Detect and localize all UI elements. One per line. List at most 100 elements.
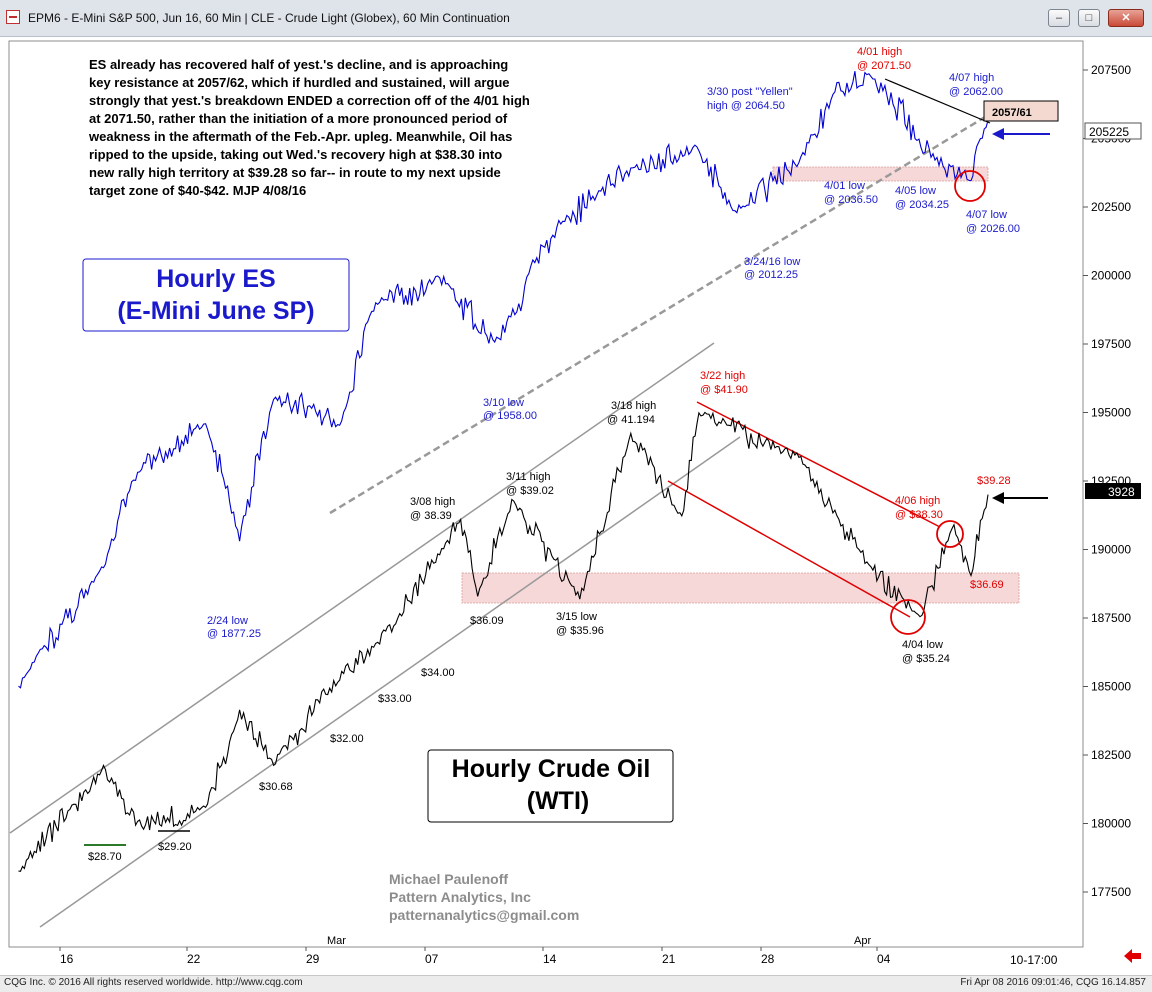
oil-ann-36-69: $36.69 <box>970 579 1004 591</box>
es-resistance-line <box>884 78 991 124</box>
oil-ann-311-high-2: @ $39.02 <box>506 485 554 497</box>
y-tick-label: 190000 <box>1091 543 1131 557</box>
commentary-line: ES already has recovered half of yest.'s… <box>89 57 508 72</box>
window-title: EPM6 - E-Mini S&P 500, Jun 16, 60 Min | … <box>28 11 510 25</box>
es-ann-401-low-2: @ 2036.50 <box>824 194 878 206</box>
oil-ann-39-28: $39.28 <box>977 475 1011 487</box>
x-tick-label: 14 <box>543 952 557 966</box>
es-last-value-box <box>1084 122 1142 140</box>
maximize-icon[interactable]: □ <box>1078 9 1100 27</box>
es-ann-224-low-2: @ 1877.25 <box>207 628 261 640</box>
x-tick-label: 16 <box>60 952 74 966</box>
x-month-label: Mar <box>327 935 346 947</box>
y-tick-label: 207500 <box>1091 63 1131 77</box>
es-ann-405-low-1: 4/05 low <box>895 185 936 197</box>
x-axis: 16 22 29 07 14 21 28 04 Mar Apr <box>59 935 891 966</box>
oil-ann-406-high-1: 4/06 high <box>895 495 940 507</box>
es-407-low-circle <box>954 170 986 202</box>
es-ann-407-low-2: @ 2026.00 <box>966 223 1020 235</box>
oil-ann-33-00: $33.00 <box>378 693 412 705</box>
commentary-line: at 2071.50, rather than the initiation o… <box>89 111 508 126</box>
x-tick-label: 07 <box>425 952 439 966</box>
y-tick-label: 180000 <box>1091 817 1131 831</box>
oil-ann-315-low-1: 3/15 low <box>556 611 597 623</box>
es-dashed-trendline <box>329 112 991 515</box>
es-ann-330-high-1: 3/30 post "Yellen" <box>707 86 793 98</box>
x-tick-label: 21 <box>662 952 676 966</box>
plot-frame <box>8 40 1084 948</box>
commentary-line: key resistance at 2057/62, which if hurd… <box>89 75 510 90</box>
y-tick-label: 185000 <box>1091 680 1131 694</box>
window-titlebar: EPM6 - E-Mini S&P 500, Jun 16, 60 Min | … <box>0 0 1152 37</box>
x-tick-label: 22 <box>187 952 201 966</box>
cqg-app-icon <box>6 10 20 24</box>
oil-title-line2: (WTI) <box>527 787 589 815</box>
oil-annotations: $28.70 $29.20 $30.68 $32.00 $33.00 $34.0… <box>88 370 1011 863</box>
oil-ann-30-68: $30.68 <box>259 781 293 793</box>
x-tick-label: 28 <box>761 952 775 966</box>
copyright-text: CQG Inc. © 2016 All rights reserved worl… <box>4 977 303 988</box>
es-ann-407-low-1: 4/07 low <box>966 209 1007 221</box>
signature-company: Pattern Analytics, Inc <box>389 889 531 905</box>
oil-ann-322-high-1: 3/22 high <box>700 370 745 382</box>
x-tick-label: 04 <box>877 952 891 966</box>
time-readout: 10-17:00 <box>1010 953 1058 967</box>
es-ann-330-high-2: high @ 2064.50 <box>707 100 785 112</box>
oil-title-box <box>427 749 674 823</box>
oil-ann-318-high-1: 3/18 high <box>611 400 656 412</box>
oil-ann-318-high-2: @ 41.194 <box>607 414 655 426</box>
es-ann-405-low-2: @ 2034.25 <box>895 199 949 211</box>
oil-last-value: 3928 <box>1108 485 1135 499</box>
es-ann-407-high-2: @ 2062.00 <box>949 86 1003 98</box>
oil-ann-404-low-2: @ $35.24 <box>902 653 950 665</box>
x-tick-label: 29 <box>306 952 320 966</box>
es-ann-310-low-1: 3/10 low <box>483 397 524 409</box>
oil-ann-406-high-2: @ $38.30 <box>895 509 943 521</box>
oil-price-line <box>18 411 989 872</box>
oil-ann-311-high-1: 3/11 high <box>506 471 550 483</box>
y-tick-label: 197500 <box>1091 337 1131 351</box>
commentary-line: strongly that yest.'s breakdown ENDED a … <box>89 93 530 108</box>
scroll-left-arrow-icon[interactable] <box>1124 949 1141 963</box>
commentary-line: weakness in the aftermath of the Feb.-Ap… <box>88 129 512 144</box>
oil-ann-404-low-1: 4/04 low <box>902 639 943 651</box>
commentary-line: target zone of $40-$42. MJP 4/08/16 <box>89 183 306 198</box>
oil-lower-channel-red <box>667 480 911 618</box>
oil-ann-34-00: $34.00 <box>421 667 455 679</box>
es-title-box <box>82 258 350 332</box>
es-ann-401-low-1: 4/01 low <box>824 180 865 192</box>
chart-area[interactable]: 2075002050002025002000001975001950001925… <box>0 37 1152 975</box>
oil-last-value-box <box>1085 483 1141 499</box>
y-tick-label: 177500 <box>1091 885 1131 899</box>
es-title-line2: (E-Mini June SP) <box>117 297 314 325</box>
close-icon[interactable]: ✕ <box>1108 9 1144 27</box>
es-ann-324-low-1: 3/24/16 low <box>744 256 800 268</box>
signature-name: Michael Paulenoff <box>389 871 508 887</box>
oil-ann-36-09: $36.09 <box>470 615 504 627</box>
es-ann-310-low-2: @ 1958.00 <box>483 410 537 422</box>
es-ann-401-high-2: @ 2071.50 <box>857 60 911 72</box>
oil-ann-308-high-1: 3/08 high <box>410 496 455 508</box>
es-last-value: 205225 <box>1089 125 1129 139</box>
es-price-line <box>18 71 989 689</box>
es-annotations: 2/24 low @ 1877.25 3/10 low @ 1958.00 3/… <box>207 46 1020 640</box>
es-title-line1: Hourly ES <box>156 265 275 293</box>
es-ann-401-high-1: 4/01 high <box>857 46 902 58</box>
oil-upper-channel-line <box>9 342 715 834</box>
minimize-icon[interactable]: – <box>1048 9 1070 27</box>
timestamp-text: Fri Apr 08 2016 09:01:46, CQG 16.14.857 <box>960 977 1146 988</box>
oil-ann-29-20: $29.20 <box>158 841 192 853</box>
oil-ann-32-00: $32.00 <box>330 733 364 745</box>
oil-title-line1: Hourly Crude Oil <box>452 755 651 783</box>
y-tick-label: 187500 <box>1091 611 1131 625</box>
oil-ann-322-high-2: @ $41.90 <box>700 384 748 396</box>
y-tick-label: 182500 <box>1091 748 1131 762</box>
oil-406-high-circle <box>936 520 964 548</box>
oil-404-low-circle <box>890 599 926 635</box>
es-resistance-tag: 2057/61 <box>992 107 1032 119</box>
es-ann-224-low-1: 2/24 low <box>207 615 248 627</box>
x-month-label: Apr <box>854 935 871 947</box>
oil-ann-308-high-2: @ 38.39 <box>410 510 452 522</box>
signature-email: patternanalytics@gmail.com <box>389 907 579 923</box>
y-tick-label: 200000 <box>1091 269 1131 283</box>
